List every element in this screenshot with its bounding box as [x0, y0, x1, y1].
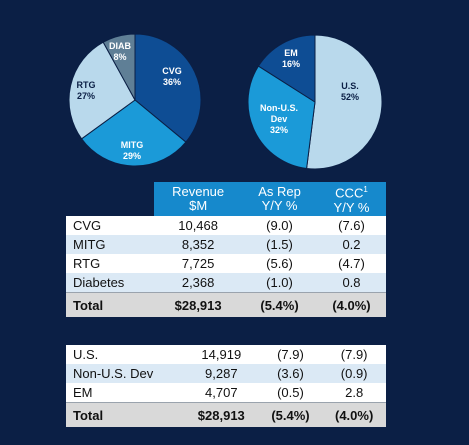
row-value: (7.9)	[322, 345, 386, 364]
geography-row: U.S. 14,919 (7.9) (7.9)	[66, 345, 386, 364]
row-value: 7,725	[154, 254, 243, 273]
pie-slice-u-s-	[306, 34, 383, 170]
row-value: (1.0)	[242, 273, 317, 293]
row-value: 4,707	[183, 383, 259, 403]
segment-row: RTG 7,725 (5.6) (4.7)	[66, 254, 386, 273]
header-as-rep: As Rep Y/Y %	[242, 182, 317, 216]
row-value: 2,368	[154, 273, 243, 293]
pie-label-mitg: MITG 29%	[121, 140, 144, 161]
segment-total-row: Total $28,913 (5.4%) (4.0%)	[66, 292, 386, 317]
header-ccc: CCC1 Y/Y %	[316, 182, 386, 216]
pie-label-cvg: CVG 36%	[162, 66, 182, 87]
row-label: Total	[66, 292, 155, 317]
row-value: 0.8	[316, 273, 386, 293]
row-value: (3.6)	[258, 364, 323, 383]
segment-pie: CVG 36% MITG 29% RTG 27% DIAB 8%	[68, 33, 202, 167]
row-label: Total	[66, 402, 184, 427]
geography-row: Non-U.S. Dev 9,287 (3.6) (0.9)	[66, 364, 386, 383]
row-value: 2.8	[322, 383, 386, 403]
pie-slice-mitg	[80, 99, 187, 167]
pie-label-rtg: RTG 27%	[77, 80, 96, 101]
pie-label-non-u-s-dev: Non-U.S. Dev 32%	[260, 103, 298, 135]
pie-label-diab: DIAB 8%	[109, 41, 131, 62]
row-value: 14,919	[183, 345, 259, 364]
row-value: (4.7)	[316, 254, 386, 273]
row-label: MITG	[66, 235, 155, 254]
geography-row: EM 4,707 (0.5) 2.8	[66, 383, 386, 403]
row-value: (9.0)	[242, 216, 317, 235]
row-value: 10,468	[154, 216, 243, 235]
row-value: $28,913	[154, 292, 243, 317]
header-blank	[66, 182, 154, 216]
segment-row: CVG 10,468 (9.0) (7.6)	[66, 216, 386, 235]
row-value: (0.5)	[258, 383, 323, 403]
row-value: (4.0%)	[316, 292, 386, 317]
row-value: (0.9)	[322, 364, 386, 383]
segment-table: Revenue $M As Rep Y/Y % CCC1 Y/Y % CVG 10,46…	[66, 182, 386, 317]
row-value: (4.0%)	[322, 402, 386, 427]
row-value: 9,287	[183, 364, 259, 383]
pie-label-em: EM 16%	[282, 48, 300, 69]
geography-pie: U.S. 52% Non-U.S. Dev 32% EM 16%	[247, 34, 383, 170]
segment-row: Diabetes 2,368 (1.0) 0.8	[66, 273, 386, 293]
row-label: RTG	[66, 254, 155, 273]
row-label: Diabetes	[66, 273, 155, 293]
row-label: U.S.	[66, 345, 184, 364]
row-value: (7.9)	[258, 345, 323, 364]
row-value: (5.4%)	[258, 402, 323, 427]
row-value: 0.2	[316, 235, 386, 254]
row-value: 8,352	[154, 235, 243, 254]
header-revenue: Revenue $M	[154, 182, 243, 216]
segment-row: MITG 8,352 (1.5) 0.2	[66, 235, 386, 254]
row-label: EM	[66, 383, 184, 403]
row-value: (5.4%)	[242, 292, 317, 317]
pie-slice-diab	[102, 33, 136, 101]
pie-slice-em	[257, 34, 316, 103]
row-value: (5.6)	[242, 254, 317, 273]
row-value: (7.6)	[316, 216, 386, 235]
pie-slice-rtg	[68, 41, 136, 140]
row-value: $28,913	[183, 402, 259, 427]
row-label: Non-U.S. Dev	[66, 364, 184, 383]
geography-table: U.S. 14,919 (7.9) (7.9) Non-U.S. Dev 9,287 (3.…	[66, 345, 386, 427]
pie-slice-cvg	[134, 33, 202, 143]
row-label: CVG	[66, 216, 155, 235]
geography-total-row: Total $28,913 (5.4%) (4.0%)	[66, 402, 386, 427]
row-value: (1.5)	[242, 235, 317, 254]
pie-label-u-s-: U.S. 52%	[341, 81, 359, 102]
